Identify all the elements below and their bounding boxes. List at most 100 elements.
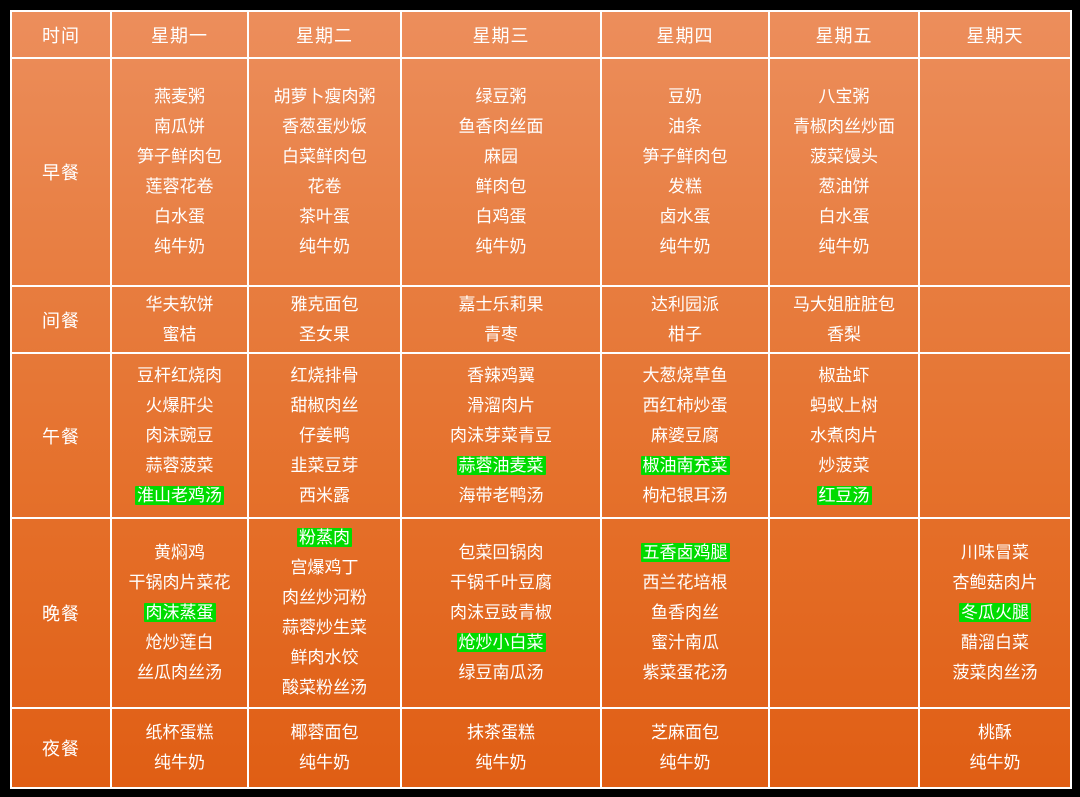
menu-item: 绿豆粥: [406, 82, 596, 112]
menu-item-text: 卤水蛋: [659, 207, 711, 226]
cell-breakfast-wednesday: 绿豆粥 鱼香肉丝面 麻园 鲜肉包 白鸡蛋 纯牛奶: [400, 57, 602, 287]
menu-item: 白菜鲜肉包: [253, 142, 396, 172]
menu-item: 酸菜粉丝汤: [253, 673, 396, 703]
menu-item-text: 宫爆鸡丁: [290, 558, 359, 577]
menu-item-text: 蒜蓉炒生菜: [282, 618, 367, 637]
menu-item: 嘉士乐莉果: [406, 290, 596, 320]
cell-midmeal-friday: 马大姐脏脏包 香梨: [768, 285, 920, 354]
menu-item-text: 麻园: [484, 147, 518, 166]
menu-item-text: 绿豆南瓜汤: [458, 663, 544, 682]
menu-item: 川味冒菜: [924, 538, 1066, 568]
menu-item: 黄焖鸡: [116, 538, 243, 568]
header-row: 时间 星期一 星期二 星期三 星期四 星期五 星期天: [10, 10, 1072, 59]
menu-item: 雅克面包: [253, 290, 396, 320]
menu-item: 杏鲍菇肉片: [924, 568, 1066, 598]
menu-item: 纯牛奶: [253, 232, 396, 262]
row-label-dinner: 晚餐: [10, 517, 112, 709]
menu-item: 蒜蓉炒生菜: [253, 613, 396, 643]
menu-item-text: 鱼香肉丝面: [458, 117, 544, 136]
cell-nightmeal-monday: 纸杯蛋糕 纯牛奶: [110, 707, 249, 789]
row-dinner: 晚餐 黄焖鸡干锅肉片菜花 肉沫蒸蛋炝炒莲白丝瓜肉丝汤 粉蒸肉宫爆鸡丁肉丝炒河粉蒜蓉炒生…: [10, 517, 1072, 709]
menu-item-text: 八宝粥: [818, 87, 870, 106]
menu-item: 麻园: [406, 142, 596, 172]
menu-item: 卤水蛋: [606, 202, 764, 232]
menu-item: 西兰花培根: [606, 568, 764, 598]
menu-item: 椰蓉面包: [253, 718, 396, 748]
menu-item: 笋子鲜肉包: [116, 142, 243, 172]
menu-item: 火爆肝尖: [116, 391, 243, 421]
menu-item-highlighted: 五香卤鸡腿: [606, 538, 764, 568]
menu-item: 柑子: [606, 320, 764, 350]
menu-item-text: 笋子鲜肉包: [642, 147, 728, 166]
menu-item-text: 肉沫芽菜青豆: [450, 425, 552, 445]
header-cell-friday: 星期五: [768, 10, 920, 59]
menu-item-text: 丝瓜肉丝汤: [137, 663, 222, 682]
menu-item: 菠菜馒头: [774, 142, 914, 172]
row-midmeal: 间餐 华夫软饼 蜜桔 雅克面包 圣女果 嘉士乐莉果 青枣 达利园派 柑子 马大姐脏脏包 香梨: [10, 285, 1072, 354]
menu-item: 麻婆豆腐: [606, 421, 764, 451]
menu-item-text-highlighted: 冬瓜火腿: [959, 603, 1031, 622]
menu-item-text: 绿豆粥: [475, 87, 527, 106]
menu-item-text-highlighted: 粉蒸肉: [297, 528, 352, 547]
menu-item-text: 西米露: [299, 485, 350, 505]
cell-dinner-wednesday: 包菜回锅肉 干锅千叶豆腐 肉沫豆豉青椒 炝炒小白菜 绿豆南瓜汤: [400, 517, 602, 709]
menu-item-text: 笋子鲜肉包: [137, 147, 222, 166]
menu-item: 枸杞银耳汤: [606, 481, 764, 511]
menu-item: 蚂蚁上树: [774, 391, 914, 421]
menu-item: 达利园派: [606, 290, 764, 320]
menu-item: 华夫软饼: [116, 290, 243, 320]
menu-item-text: 炝炒莲白: [145, 633, 214, 652]
menu-item-text-highlighted: 椒油南充菜: [640, 455, 730, 475]
menu-item-text: 水煮肉片: [810, 425, 878, 445]
menu-item-text: 椒盐虾: [818, 365, 870, 385]
menu-item-text-highlighted: 肉沫蒸蛋: [143, 603, 216, 622]
menu-item-text: 香辣鸡翼: [467, 365, 535, 385]
cell-midmeal-monday: 华夫软饼 蜜桔: [110, 285, 249, 354]
cell-dinner-sunday: 川味冒菜 杏鲍菇肉片 冬瓜火腿 醋溜白菜 菠菜肉丝汤: [918, 517, 1072, 709]
cell-dinner-tuesday: 粉蒸肉 宫爆鸡丁 肉丝炒河粉 蒜蓉炒生菜 鲜肉水饺 酸菜粉丝汤: [247, 517, 402, 709]
menu-item: 芝麻面包: [606, 718, 764, 748]
menu-item-text: 鲜肉包: [475, 177, 527, 196]
row-label-lunch: 午餐: [10, 352, 112, 519]
menu-item: 肉丝炒河粉: [253, 583, 396, 613]
menu-item-text: 甜椒肉丝: [290, 395, 359, 415]
menu-item-text: 大葱烧草鱼: [642, 365, 728, 385]
menu-item: 韭菜豆芽: [253, 451, 396, 481]
menu-item: 香梨: [774, 320, 914, 350]
menu-item: 纯牛奶: [606, 748, 764, 778]
menu-item-highlighted: 椒油南充菜: [606, 451, 764, 481]
menu-item-text: 仔姜鸭: [299, 425, 350, 445]
cell-lunch-tuesday: 红烧排骨甜椒肉丝仔姜鸭韭菜豆芽西米露: [247, 352, 402, 519]
menu-item-text: 滑溜肉片: [467, 395, 535, 415]
cell-breakfast-tuesday: 胡萝卜瘦肉粥 香葱蛋炒饭 白菜鲜肉包 花卷 茶叶蛋 纯牛奶: [247, 57, 402, 287]
menu-item-text: 抹茶蛋糕: [467, 723, 535, 742]
menu-item: 笋子鲜肉包: [606, 142, 764, 172]
menu-item-text: 鱼香肉丝: [651, 603, 719, 622]
menu-item-text: 椰蓉面包: [290, 723, 359, 742]
menu-item: 椒盐虾: [774, 361, 914, 391]
menu-item: 香辣鸡翼: [406, 361, 596, 391]
menu-item-text: 杏鲍菇肉片: [952, 573, 1038, 592]
menu-item: 炝炒莲白: [116, 628, 243, 658]
menu-item: 蒜蓉菠菜: [116, 451, 243, 481]
menu-item: 肉沫芽菜青豆: [406, 421, 596, 451]
menu-item: 燕麦粥: [116, 82, 243, 112]
menu-item-text: 韭菜豆芽: [290, 455, 359, 475]
menu-item-text: 莲蓉花卷: [145, 177, 214, 196]
menu-item-text: 红烧排骨: [290, 365, 359, 385]
menu-item-text: 干锅肉片菜花: [128, 573, 231, 592]
menu-item-text: 纯牛奶: [969, 753, 1021, 772]
menu-item-highlighted: 红豆汤: [774, 481, 914, 511]
menu-item-text: 干锅千叶豆腐: [450, 573, 552, 592]
menu-item: 肉沫豆豉青椒: [406, 598, 596, 628]
menu-item: 宫爆鸡丁: [253, 553, 396, 583]
menu-item-text: 白水蛋: [818, 207, 870, 226]
menu-item: 炒菠菜: [774, 451, 914, 481]
menu-item-text: 油条: [668, 117, 702, 136]
menu-item-text: 西红柿炒蛋: [642, 395, 728, 415]
cell-lunch-friday: 椒盐虾蚂蚁上树水煮肉片炒菠菜 红豆汤: [768, 352, 920, 519]
menu-item: 肉沫豌豆: [116, 421, 243, 451]
header-cell-monday: 星期一: [110, 10, 249, 59]
menu-item: 纯牛奶: [116, 232, 243, 262]
